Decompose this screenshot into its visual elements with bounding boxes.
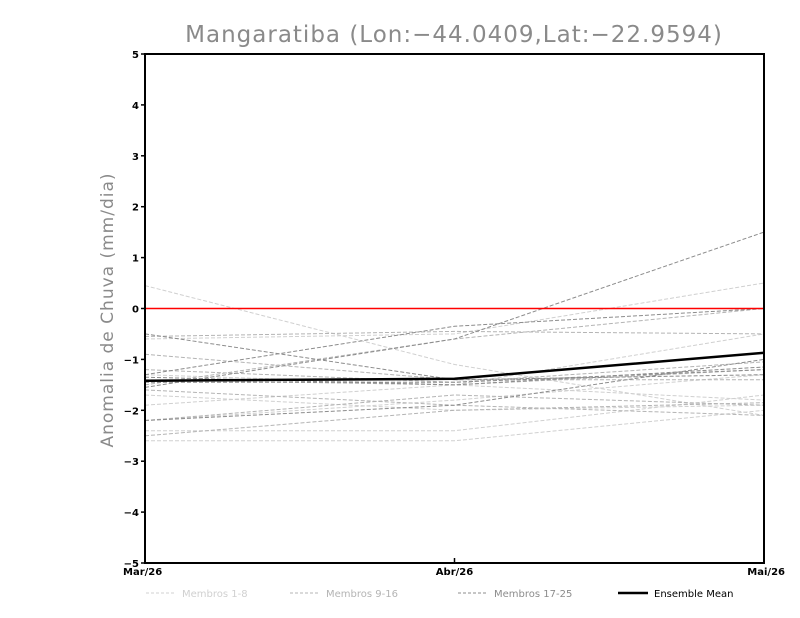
chart-title: Mangaratiba (Lon:−44.0409,Lat:−22.9594) [185, 22, 723, 48]
y-axis-ticks: 5 4 3 2 1 0 −1 −2 −3 −4 −5 [124, 50, 145, 570]
member-line-11 [144, 394, 765, 421]
member-line-2 [144, 282, 765, 340]
y-tick-label: −5 [124, 559, 139, 570]
y-tick-label: 2 [132, 203, 139, 214]
member-line-15 [144, 353, 764, 381]
member-line-20 [144, 358, 765, 421]
member-line-4 [144, 394, 765, 411]
member-line-19 [144, 231, 765, 388]
x-tick-label: Abr/26 [436, 567, 473, 578]
member-line-12 [144, 389, 765, 416]
x-axis-ticks: Mar/26 Abr/26 Mai/26 [123, 558, 785, 578]
member-line-5 [144, 374, 765, 421]
y-tick-label: −4 [124, 508, 139, 519]
x-tick-label: Mar/26 [123, 567, 162, 578]
member-line-8 [144, 333, 765, 406]
member-line-9 [144, 330, 765, 337]
y-tick-label: 1 [132, 254, 139, 265]
legend-label: Ensemble Mean [654, 589, 733, 600]
y-tick-label: −3 [124, 457, 139, 468]
member-line-13 [144, 402, 765, 437]
y-tick-label: 3 [132, 152, 139, 163]
legend-label: Membros 9-16 [326, 589, 398, 600]
member-line-21 [145, 369, 765, 383]
plot-lines [144, 231, 765, 442]
legend: Membros 1-8 Membros 9-16 Membros 17-25 Ense… [146, 589, 733, 600]
y-tick-label: 4 [132, 101, 139, 112]
legend-label: Membros 1-8 [182, 589, 248, 600]
y-tick-label: 0 [132, 305, 139, 316]
y-tick-label: −2 [124, 406, 139, 417]
y-tick-label: 5 [132, 50, 139, 61]
member-line-18 [144, 308, 765, 376]
legend-label: Membros 17-25 [494, 589, 572, 600]
ensemble-mean-line [144, 351, 765, 383]
member-line-6 [145, 394, 765, 432]
member-line-1 [144, 285, 765, 416]
member-line-7 [145, 409, 765, 442]
x-tick-label: Mai/26 [747, 567, 785, 578]
y-tick-label: −1 [124, 355, 139, 366]
y-axis-label: Anomalia de Chuva (mm/dia) [98, 172, 118, 447]
